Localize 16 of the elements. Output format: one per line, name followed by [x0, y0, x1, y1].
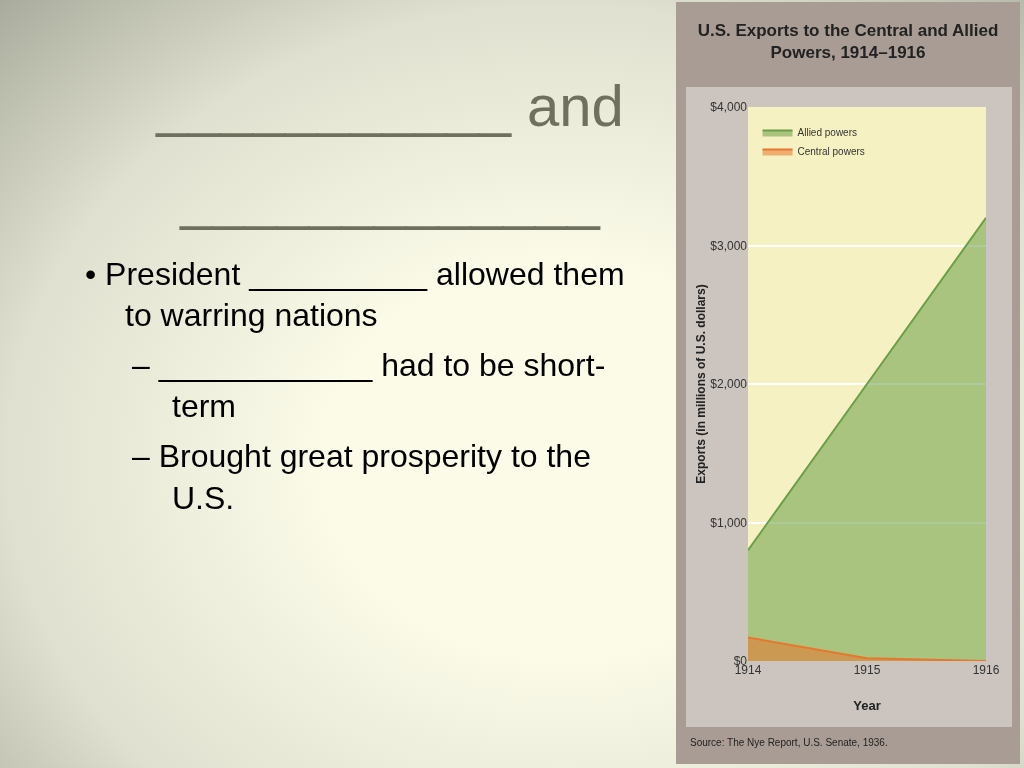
x-tick-label: 1915: [853, 663, 881, 677]
x-tick-label: 1916: [972, 663, 1000, 677]
chart-title: U.S. Exports to the Central and Allied Powers, 1914–1916: [696, 20, 1000, 65]
legend-label: Allied powers: [797, 127, 857, 139]
y-tick-label: $3,000: [710, 238, 748, 253]
legend-label: Central powers: [797, 146, 865, 158]
source-note: Source: The Nye Report, U.S. Senate, 1936.: [690, 737, 888, 748]
x-axis-title: Year: [853, 698, 881, 713]
y-tick-label: $4,000: [710, 100, 748, 115]
y-axis-title: Exports (in millions of U.S. dollars): [694, 284, 709, 484]
text: – Brought great prosperity to the U.S.: [132, 436, 592, 518]
text: • President __________ allowed them to warring nations: [85, 254, 626, 336]
text: ___________ and _____________: [154, 72, 625, 233]
y-tick-label: $2,000: [710, 377, 748, 392]
text: – ____________ had to be short-term: [132, 345, 607, 427]
y-tick-label: $1,000: [710, 515, 748, 530]
